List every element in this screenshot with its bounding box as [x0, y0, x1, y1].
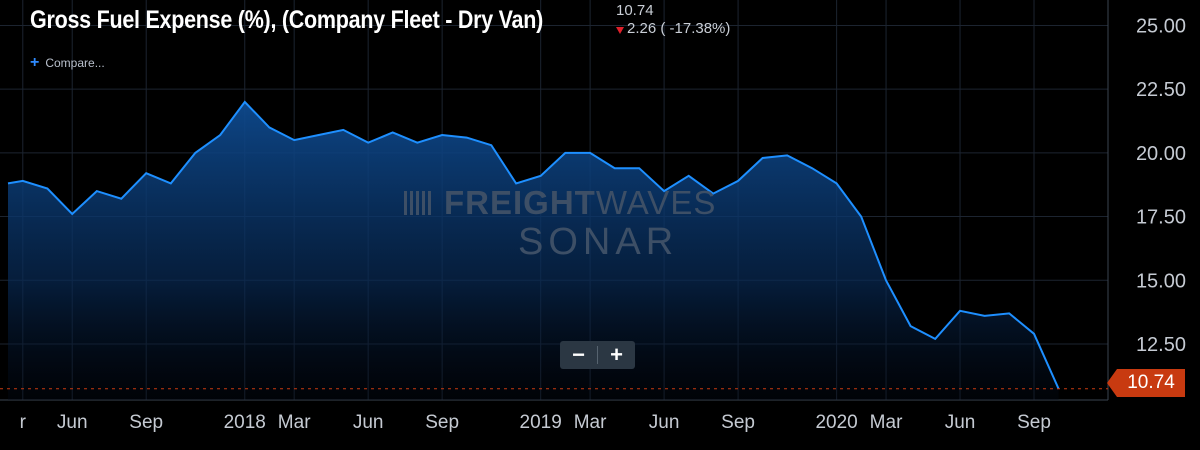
- current-value: 10.74: [616, 2, 654, 19]
- x-tick-label: Sep: [721, 412, 755, 433]
- zoom-in-button[interactable]: +: [610, 342, 623, 367]
- x-tick-label: Sep: [1017, 412, 1051, 433]
- compare-label: Compare...: [45, 56, 105, 70]
- compare-button[interactable]: + Compare...: [30, 54, 105, 72]
- y-tick-label: 17.50: [1136, 207, 1186, 229]
- y-tick-label: 15.00: [1136, 270, 1186, 292]
- x-tick-label: Mar: [278, 412, 311, 433]
- zoom-controls: − +: [560, 341, 635, 369]
- y-tick-label: 25.00: [1136, 15, 1186, 37]
- down-arrow-icon: [616, 26, 624, 34]
- chart-title: Gross Fuel Expense (%), (Company Fleet -…: [30, 6, 544, 34]
- x-tick-label: Jun: [945, 412, 976, 433]
- x-tick-label: Jun: [353, 412, 384, 433]
- change-text: 2.26 ( -17.38%): [627, 20, 731, 37]
- series-line: [7, 100, 1060, 390]
- x-tick-label: Jun: [649, 412, 680, 433]
- last-value-badge: 10.74: [1107, 369, 1185, 397]
- chart-header: Gross Fuel Expense (%), (Company Fleet -…: [30, 4, 627, 36]
- x-tick-label: 2018: [224, 412, 266, 433]
- y-tick-label: 22.50: [1136, 79, 1186, 101]
- x-tick-label: r: [20, 412, 27, 433]
- watermark-thin: WAVES: [595, 184, 717, 221]
- zoom-out-button[interactable]: −: [572, 342, 585, 367]
- y-axis: 25.00 22.50 20.00 17.50 15.00 12.50: [1136, 15, 1186, 355]
- area-fill: [8, 101, 1059, 401]
- x-tick-label: Sep: [425, 412, 459, 433]
- x-tick-label: Jun: [57, 412, 88, 433]
- zoom-divider: [597, 346, 598, 364]
- change-row: 2.26 ( -17.38%): [616, 20, 730, 38]
- watermark-freightwaves: FREIGHT WAVES: [404, 184, 716, 222]
- y-tick-label: 12.50: [1136, 334, 1186, 356]
- x-tick-label: 2019: [520, 412, 562, 433]
- x-axis: r Jun Sep 2018 Mar Jun Sep 2019 Mar Jun Sep 2020 Mar…: [20, 412, 1051, 433]
- x-tick-label: Mar: [870, 412, 903, 433]
- plus-icon: +: [30, 54, 40, 71]
- x-tick-label: Sep: [129, 412, 163, 433]
- value-summary: 10.74 2.26 ( -17.38%): [616, 2, 730, 38]
- x-tick-label: 2020: [815, 412, 857, 433]
- freightwaves-logo-icon: [404, 191, 434, 215]
- watermark-bold: FREIGHT: [444, 184, 596, 221]
- watermark-sonar: SONAR: [518, 221, 679, 263]
- y-tick-label: 20.00: [1136, 143, 1186, 165]
- x-tick-label: Mar: [574, 412, 607, 433]
